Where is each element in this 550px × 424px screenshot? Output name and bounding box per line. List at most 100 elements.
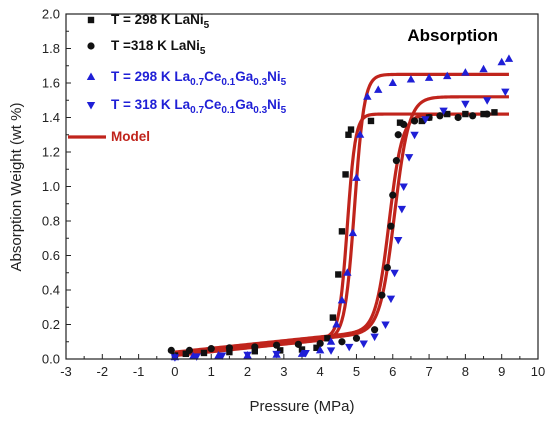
- data-point-triangle-up: [479, 64, 488, 73]
- data-point-triangle-down: [404, 154, 414, 162]
- y-tick-label: 1.8: [42, 41, 60, 56]
- x-tick-label: 10: [531, 364, 545, 379]
- data-point-triangle-down: [421, 116, 430, 124]
- data-point-circle: [400, 120, 408, 128]
- data-point-triangle-up: [374, 85, 383, 93]
- data-point-triangle-down: [439, 107, 448, 116]
- data-point-triangle-down: [501, 88, 510, 97]
- data-point-circle: [316, 339, 324, 348]
- legend-label: T = 298 K LaNi5: [111, 12, 210, 31]
- data-point-triangle-up: [297, 349, 307, 357]
- data-point-triangle-down: [192, 353, 201, 361]
- data-point-circle: [378, 291, 386, 299]
- x-tick-label: 4: [317, 364, 324, 379]
- data-point-square: [342, 171, 349, 178]
- data-point-triangle-up: [348, 228, 358, 237]
- y-tick-label: 0.4: [42, 283, 60, 298]
- data-point-circle: [207, 345, 215, 353]
- y-tick-label: 1.6: [42, 76, 60, 91]
- data-point-triangle-down: [345, 343, 354, 352]
- data-point-triangle-down: [410, 131, 419, 140]
- chart-title: Absorption: [407, 26, 498, 45]
- y-axis-label: Absorption Weight (wt %): [8, 103, 25, 272]
- data-point-triangle-up: [355, 130, 365, 138]
- y-tick-label: 0.2: [42, 317, 60, 332]
- data-point-triangle-down: [301, 349, 310, 358]
- data-series: [167, 110, 491, 354]
- x-tick-label: 8: [462, 364, 469, 379]
- data-point-triangle-down: [482, 97, 492, 105]
- data-point-triangle-up: [461, 68, 470, 76]
- data-point-square: [396, 119, 404, 126]
- data-point-square: [345, 131, 352, 138]
- data-point-circle: [371, 326, 379, 334]
- y-tick-label: 2.0: [42, 7, 60, 22]
- data-point-square: [87, 16, 95, 24]
- data-point-triangle-up: [315, 345, 325, 354]
- x-tick-label: 7: [425, 364, 432, 379]
- data-point-triangle-up: [352, 173, 361, 181]
- data-point-triangle-up: [337, 295, 347, 304]
- plot-frame: [65, 13, 539, 360]
- data-point-circle: [410, 117, 419, 125]
- data-point-triangle-up: [406, 75, 416, 83]
- legend-label: T = 298 K La0.7Ce0.1Ga0.3Ni5: [111, 69, 287, 88]
- data-point-circle: [87, 42, 95, 50]
- data-point-triangle-down: [394, 236, 403, 245]
- data-point-square: [200, 349, 208, 357]
- data-point-circle: [387, 222, 395, 230]
- data-point-square: [182, 350, 190, 358]
- data-point-circle: [436, 112, 444, 120]
- y-tick-label: 0.6: [42, 248, 60, 263]
- data-point-circle: [294, 340, 302, 348]
- x-tick-label: 5: [353, 364, 360, 379]
- data-point-circle: [338, 338, 346, 346]
- data-point-square: [335, 271, 342, 278]
- data-point-square: [462, 110, 469, 118]
- data-point-triangle-up: [332, 320, 341, 328]
- data-point-square: [226, 348, 233, 356]
- x-tick-label: 1: [208, 364, 215, 379]
- data-point-square: [313, 344, 320, 351]
- y-tick-label: 0.0: [42, 352, 60, 367]
- data-point-triangle-up: [326, 337, 336, 345]
- y-tick-label: 0.8: [42, 214, 60, 229]
- x-tick-label: 6: [389, 364, 396, 379]
- data-point-square: [418, 117, 426, 125]
- legend-label: Model: [111, 129, 150, 144]
- data-point-circle: [167, 346, 175, 354]
- data-point-triangle-down: [461, 100, 470, 109]
- data-point-square: [329, 314, 337, 321]
- data-point-circle: [454, 113, 462, 122]
- data-point-triangle-down: [86, 102, 96, 110]
- data-point-triangle-up: [424, 73, 434, 81]
- data-point-square: [480, 110, 487, 118]
- data-point-square: [324, 335, 331, 342]
- data-point-square: [277, 347, 284, 354]
- x-axis-label: Pressure (MPa): [249, 398, 354, 415]
- data-point-square: [491, 109, 498, 116]
- data-point-circle: [383, 263, 391, 272]
- x-tick-label: 9: [498, 364, 505, 379]
- data-point-triangle-down: [370, 333, 379, 342]
- y-tick-label: 1.0: [42, 179, 60, 194]
- data-point-square: [251, 348, 258, 355]
- data-point-triangle-up: [343, 268, 352, 276]
- data-point-triangle-down: [326, 347, 336, 355]
- data-point-triangle-up: [86, 72, 96, 80]
- data-point-circle: [389, 191, 397, 199]
- data-point-square: [347, 126, 355, 133]
- data-point-triangle-down: [170, 354, 180, 362]
- data-point-circle: [392, 157, 400, 165]
- data-point-circle: [483, 110, 491, 118]
- x-tick-label: -2: [97, 364, 109, 379]
- data-point-circle: [352, 334, 361, 342]
- data-point-triangle-up: [497, 57, 506, 66]
- y-tick-label: 1.4: [42, 110, 60, 125]
- x-tick-label: 0: [171, 364, 178, 379]
- legend-label: T =318 K LaNi5: [111, 38, 206, 57]
- data-point-triangle-down: [217, 352, 227, 361]
- x-tick-label: -3: [60, 364, 72, 379]
